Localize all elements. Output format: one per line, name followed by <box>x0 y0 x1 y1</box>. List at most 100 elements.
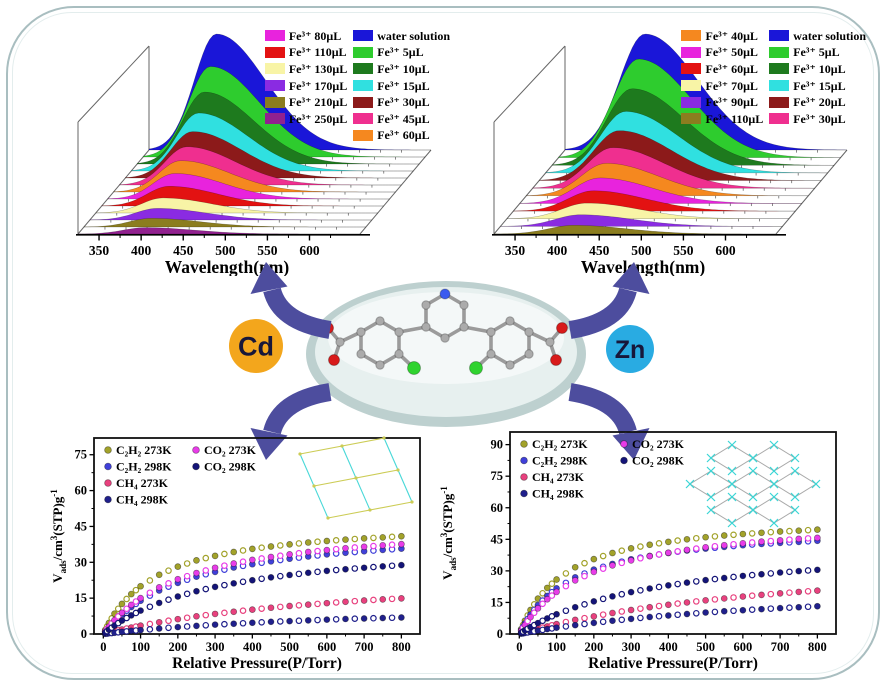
legend-swatch <box>681 46 702 58</box>
legend-column: water solution Fe³⁺ 5μL Fe³⁺ 10μL Fe³⁺ 15μL… <box>353 28 450 143</box>
legend-swatch <box>264 63 285 75</box>
legend-label: Fe³⁺ 50μL <box>705 45 758 60</box>
svg-text:600: 600 <box>715 243 736 258</box>
legend-swatch <box>681 63 702 75</box>
legend-label: Fe³⁺ 15μL <box>793 78 846 93</box>
legend-label: Fe³⁺ 5μL <box>793 45 840 60</box>
legend-item: Fe³⁺ 30μL <box>353 94 450 110</box>
legend-swatch <box>353 129 374 141</box>
legend-swatch <box>264 46 285 58</box>
legend-label: Fe³⁺ 80μL <box>288 28 342 43</box>
legend-item: Fe³⁺ 40μL <box>681 28 763 44</box>
legend-column: Fe³⁺ 40μL Fe³⁺ 50μL Fe³⁺ 60μL Fe³⁺ 70μL Fe³⁺… <box>681 28 763 127</box>
legend-label: Fe³⁺ 210μL <box>288 95 348 110</box>
svg-text:Vads/cm3(STP)g-1: Vads/cm3(STP)g-1 <box>49 489 68 583</box>
svg-text:45: 45 <box>491 532 504 546</box>
legend-item: Fe³⁺ 20μL <box>769 94 866 110</box>
legend-swatch <box>681 113 702 125</box>
legend-swatch <box>681 96 702 108</box>
svg-text:CO₂ 273K: CO₂ 273K <box>632 437 685 451</box>
svg-text:100: 100 <box>131 640 150 654</box>
fluorescence-legend-zn: Fe³⁺ 40μL Fe³⁺ 50μL Fe³⁺ 60μL Fe³⁺ 70μL Fe³⁺… <box>681 28 866 127</box>
zn-badge: Zn <box>606 325 654 373</box>
legend-swatch <box>769 63 790 75</box>
zn-badge-label: Zn <box>615 336 646 364</box>
legend-item: water solution <box>769 28 866 44</box>
svg-text:450: 450 <box>589 243 610 258</box>
svg-text:500: 500 <box>280 640 299 654</box>
legend-item: Fe³⁺ 10μL <box>353 61 450 77</box>
svg-text:75: 75 <box>491 469 504 483</box>
svg-text:100: 100 <box>547 640 566 654</box>
molecule-illustration <box>322 288 568 375</box>
svg-text:550: 550 <box>673 243 694 258</box>
fluorescence-chart-zn-plot: 350 400 450 500 550 600 Wavelength(nm) <box>492 33 848 276</box>
svg-text:400: 400 <box>547 243 568 258</box>
legend-item: Fe³⁺ 250μL <box>264 111 347 127</box>
legend-label: Fe³⁺ 30μL <box>377 95 430 110</box>
legend-label: Fe³⁺ 10μL <box>793 61 846 76</box>
svg-text:400: 400 <box>131 243 152 258</box>
cd-badge-label: Cd <box>238 332 274 362</box>
legend-item: Fe³⁺ 50μL <box>681 45 763 61</box>
legend-swatch <box>264 80 285 92</box>
svg-text:300: 300 <box>622 640 641 654</box>
legend-item: Fe³⁺ 30μL <box>769 111 866 127</box>
svg-text:500: 500 <box>215 243 236 258</box>
legend-swatch <box>769 96 790 108</box>
svg-text:Relative Pressure(P/Torr): Relative Pressure(P/Torr) <box>172 655 342 672</box>
legend-item: Fe³⁺ 15μL <box>353 78 450 94</box>
legend-item: Fe³⁺ 80μL <box>264 28 347 44</box>
legend-item: Fe³⁺ 110μL <box>264 45 347 61</box>
svg-text:CH₄ 273K: CH₄ 273K <box>116 476 169 490</box>
svg-text:CO₂ 298K: CO₂ 298K <box>204 460 257 474</box>
legend-label: Fe³⁺ 60μL <box>705 61 758 76</box>
svg-text:600: 600 <box>299 243 320 258</box>
legend-swatch <box>353 96 374 108</box>
legend-label: Fe³⁺ 60μL <box>377 128 430 143</box>
legend-swatch <box>769 113 790 125</box>
center-graphic: Cd Zn <box>229 250 722 472</box>
legend-swatch <box>264 96 285 108</box>
svg-text:30: 30 <box>491 564 504 578</box>
legend-item: Fe³⁺ 45μL <box>353 111 450 127</box>
fluorescence-chart-cd: 350 400 450 500 550 600 Wavelength(nm) Fe³⁺ 80… <box>28 24 452 276</box>
svg-text:C₂H₂ 298K: C₂H₂ 298K <box>116 460 172 474</box>
legend-item: Fe³⁺ 15μL <box>769 78 866 94</box>
legend-label: water solution <box>793 28 866 43</box>
svg-text:15: 15 <box>491 595 504 609</box>
legend-item: Fe³⁺ 70μL <box>681 78 763 94</box>
legend-label: Fe³⁺ 5μL <box>377 45 424 60</box>
legend-item: Fe³⁺ 5μL <box>769 45 866 61</box>
svg-text:CO₂ 298K: CO₂ 298K <box>632 454 685 468</box>
svg-text:Vads/cm3(STP)g-1: Vads/cm3(STP)g-1 <box>439 486 458 580</box>
legend-swatch <box>681 30 702 42</box>
legend-swatch <box>353 46 374 58</box>
svg-text:C₂H₂ 273K: C₂H₂ 273K <box>116 443 172 457</box>
svg-text:CH₄ 298K: CH₄ 298K <box>532 487 585 501</box>
svg-text:CO₂ 273K: CO₂ 273K <box>204 443 257 457</box>
legend-label: Fe³⁺ 110μL <box>705 111 764 126</box>
svg-text:800: 800 <box>392 640 411 654</box>
svg-text:C₂H₂ 298K: C₂H₂ 298K <box>532 454 588 468</box>
svg-text:0: 0 <box>497 627 503 641</box>
fluorescence-legend-cd: Fe³⁺ 80μL Fe³⁺ 110μL Fe³⁺ 130μL Fe³⁺ 170μL F… <box>264 28 450 143</box>
svg-text:300: 300 <box>206 640 225 654</box>
svg-text:400: 400 <box>243 640 262 654</box>
zn-badge-circle <box>606 325 654 373</box>
svg-text:CH₄ 298K: CH₄ 298K <box>116 493 169 507</box>
svg-text:700: 700 <box>771 640 790 654</box>
svg-text:CH₄ 273K: CH₄ 273K <box>532 470 585 484</box>
legend-swatch <box>353 30 374 42</box>
svg-text:90: 90 <box>491 438 504 452</box>
svg-text:Wavelength(nm): Wavelength(nm) <box>165 257 290 276</box>
legend-label: Fe³⁺ 45μL <box>377 111 430 126</box>
svg-text:30: 30 <box>75 555 88 569</box>
legend-label: Fe³⁺ 20μL <box>793 95 846 110</box>
adsorption-chart-zn: 0 15 30 45 60 75 90 0 100 200 300 400 500 600 700 800 Re… <box>432 420 852 678</box>
svg-text:75: 75 <box>75 448 88 462</box>
legend-item: Fe³⁺ 60μL <box>353 128 450 144</box>
legend-swatch <box>353 80 374 92</box>
legend-swatch <box>769 30 790 42</box>
cd-badge-circle <box>229 319 283 373</box>
